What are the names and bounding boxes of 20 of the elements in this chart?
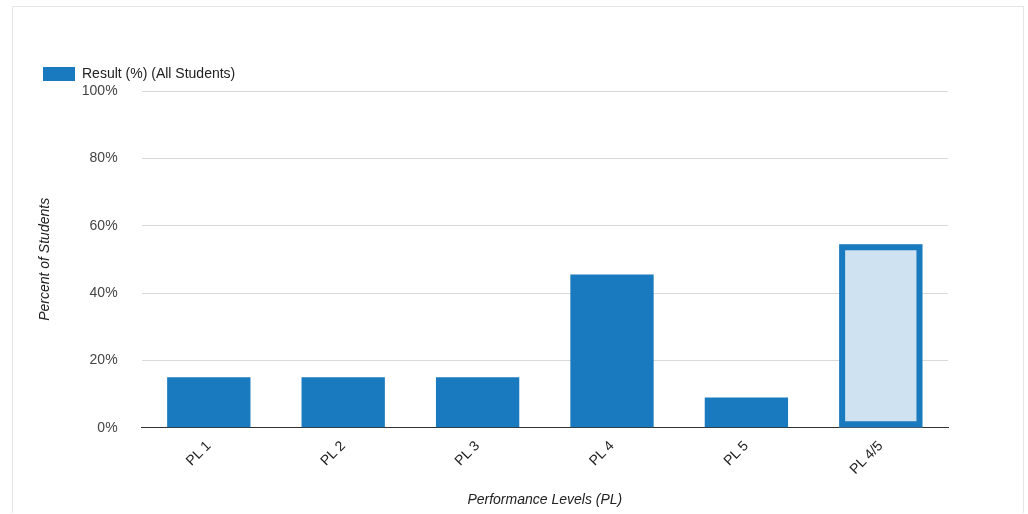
bar bbox=[167, 377, 251, 428]
y-tick-label: 0% bbox=[97, 418, 118, 435]
y-tick-label: 100% bbox=[81, 81, 118, 98]
x-tick-label: PL 4 bbox=[585, 437, 617, 469]
bar bbox=[435, 377, 520, 428]
y-axis-title: Percent of Students bbox=[36, 197, 53, 321]
y-tick-label: 40% bbox=[89, 283, 118, 300]
bar bbox=[301, 377, 385, 428]
y-tick-label: 80% bbox=[89, 149, 118, 166]
bar bbox=[704, 397, 789, 428]
x-tick-label: PL 3 bbox=[451, 437, 483, 469]
x-tick-label: PL 1 bbox=[182, 437, 214, 469]
x-tick-label: PL 5 bbox=[719, 437, 752, 469]
x-axis-title: Performance Levels (PL) bbox=[467, 491, 623, 508]
x-tick-label: PL 2 bbox=[316, 437, 349, 469]
y-tick-label: 20% bbox=[89, 351, 118, 368]
x-tick-label: PL 4/5 bbox=[846, 437, 886, 477]
y-tick-label: 60% bbox=[89, 216, 118, 233]
bar bbox=[570, 274, 654, 428]
legend-label: Result (%) (All Students) bbox=[82, 64, 236, 81]
